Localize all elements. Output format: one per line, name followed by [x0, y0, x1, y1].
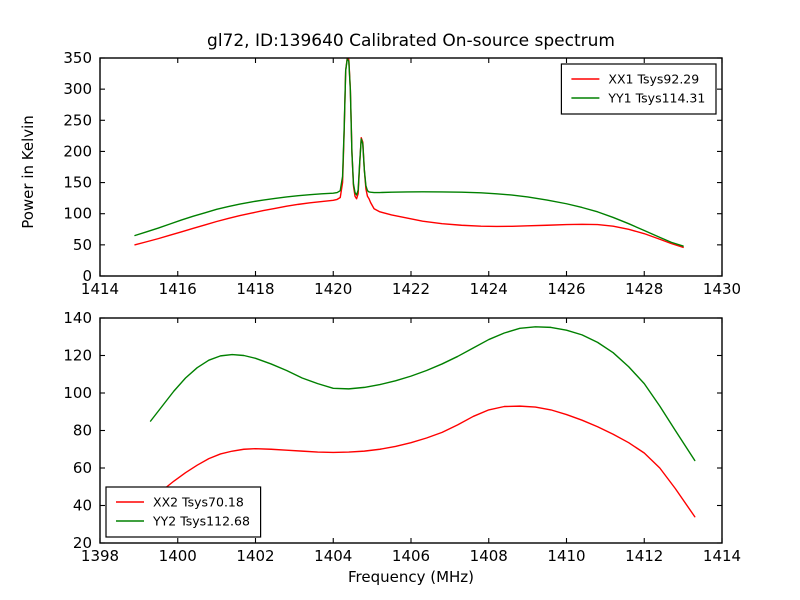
xtick-label-top: 1426: [547, 280, 585, 298]
series-line-bottom-1: [149, 326, 696, 462]
xtick-label-bottom: 1414: [703, 547, 741, 565]
xtick-label-top: 1422: [392, 280, 430, 298]
ytick-label-bottom: 140: [63, 309, 92, 327]
ytick-label-top: 100: [63, 205, 92, 223]
top-panel-ylabel: Power in Kelvin: [19, 115, 37, 229]
xtick-label-bottom: 1404: [314, 547, 352, 565]
ytick-label-top: 350: [63, 49, 92, 67]
bottom-panel-axes: 1398 1400 1402 1404 1406 1408 1410 1412 1414 20 40…: [63, 309, 741, 565]
xtick-label-top: 1424: [470, 280, 508, 298]
page-title: gl72, ID:139640 Calibrated On-source spe…: [207, 31, 615, 51]
xtick-label-top: 1418: [236, 280, 274, 298]
ytick-label-bottom: 100: [63, 384, 92, 402]
ytick-label-bottom: 80: [73, 422, 92, 440]
ytick-label-bottom: 20: [73, 534, 92, 552]
xtick-label-top: 1414: [81, 280, 119, 298]
top-panel-axes: 1414 1416 1418 1420 1422 1424 1426 1428 1430 0 50 1…: [63, 49, 741, 298]
legend-label-top-0: XX1 Tsys92.29: [608, 72, 699, 87]
xtick-label-bottom: 1402: [236, 547, 274, 565]
ytick-label-top: 150: [63, 174, 92, 192]
xtick-label-top: 1416: [159, 280, 197, 298]
xtick-label-top: 1420: [314, 280, 352, 298]
xtick-label-bottom: 1406: [392, 547, 430, 565]
legend-label-top-1: YY1 Tsys114.31: [607, 91, 705, 106]
series-line-top-1: [134, 58, 684, 247]
ytick-label-top: 250: [63, 111, 92, 129]
legend-label-bottom-1: YY2 Tsys112.68: [152, 514, 250, 529]
xtick-label-bottom: 1398: [81, 547, 119, 565]
xtick-label-bottom: 1408: [470, 547, 508, 565]
ytick-label-bottom: 60: [73, 459, 92, 477]
xtick-label-bottom: 1410: [547, 547, 585, 565]
legend-box-bottom: [105, 486, 262, 538]
legend-top: XX1 Tsys92.29 YY1 Tsys114.31: [560, 63, 717, 115]
series-line-bottom-0: [149, 405, 696, 518]
legend-box-top: [560, 63, 717, 115]
ytick-label-top: 200: [63, 142, 92, 160]
ytick-label-top: 50: [73, 236, 92, 254]
xtick-label-bottom: 1412: [625, 547, 663, 565]
legend-bottom: XX2 Tsys70.18 YY2 Tsys112.68: [105, 486, 262, 538]
xtick-label-bottom: 1400: [159, 547, 197, 565]
ytick-label-top: 0: [82, 267, 92, 285]
ytick-label-bottom: 120: [63, 347, 92, 365]
legend-label-bottom-0: XX2 Tsys70.18: [153, 495, 244, 510]
xtick-label-top: 1428: [625, 280, 663, 298]
ytick-label-top: 300: [63, 80, 92, 98]
series-line-top-0: [134, 58, 684, 249]
ytick-label-bottom: 40: [73, 497, 92, 515]
xtick-label-top: 1430: [703, 280, 741, 298]
bottom-panel-xlabel: Frequency (MHz): [348, 568, 474, 586]
